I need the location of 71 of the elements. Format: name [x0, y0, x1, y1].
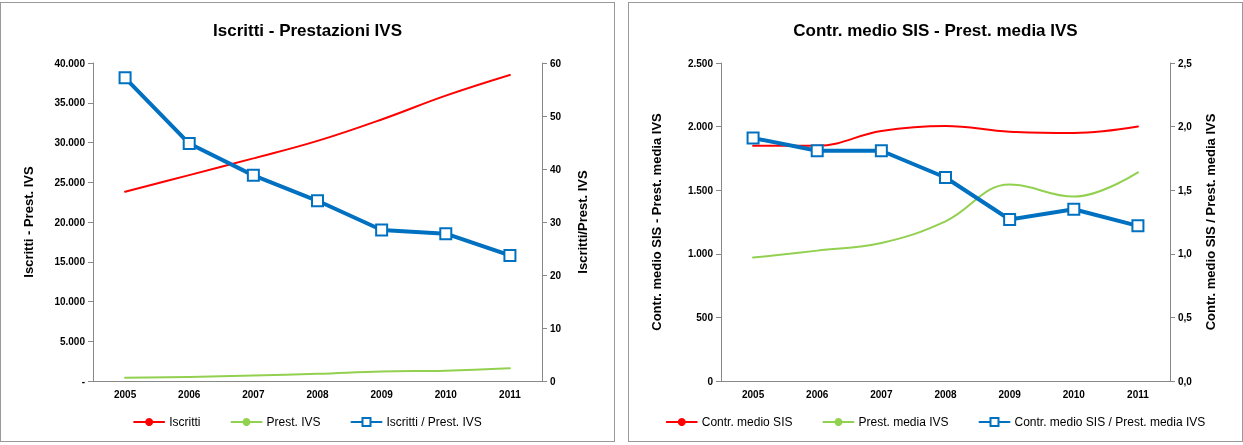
- y-tick-label: 1.000: [687, 248, 714, 260]
- y-tick-label: 15.000: [54, 256, 86, 268]
- y2-axis-title: Iscritti/Prest. IVS: [575, 170, 590, 274]
- legend-label: Contr. medio SIS / Prest. media IVS: [1014, 415, 1206, 429]
- line-series: [124, 367, 511, 379]
- y-tick-label: 2.000: [687, 121, 714, 133]
- x-tick-label: 2005: [741, 388, 765, 400]
- point: [439, 227, 453, 241]
- y-tick-label: 500: [696, 311, 714, 323]
- chart-title: Contr. medio SIS - Prest. media IVS: [793, 21, 1078, 40]
- point: [746, 131, 760, 145]
- line-series: [124, 73, 511, 193]
- point: [375, 223, 389, 237]
- x-tick-label: 2010: [434, 388, 458, 400]
- y-axis-title: Contr. medio SIS - Prest. media IVS: [649, 112, 664, 331]
- point: [810, 144, 824, 158]
- legend-label: Contr. medio SIS: [701, 415, 793, 429]
- y2-tick-label: 0,0: [1178, 375, 1193, 387]
- y2-tick-label: 1,0: [1178, 248, 1193, 260]
- point: [118, 71, 132, 85]
- y-tick-label: 1.500: [687, 184, 714, 196]
- line-series: [752, 171, 1139, 259]
- y2-tick-label: 60: [550, 57, 562, 69]
- point: [311, 194, 324, 208]
- x-tick-label: 2010: [1062, 388, 1086, 400]
- y-tick-label: 30.000: [54, 137, 86, 148]
- y-tick-label: 2.500: [687, 57, 714, 69]
- x-tick-label: 2006: [806, 388, 829, 400]
- x-tick-label: 2011: [1127, 388, 1150, 400]
- legend-label: Prest. media IVS: [858, 415, 949, 429]
- x-tick-label: 2009: [370, 388, 394, 400]
- y2-tick-label: 30: [550, 216, 562, 228]
- point: [939, 170, 952, 184]
- y-tick-label: 35.000: [54, 97, 86, 109]
- y2-tick-label: 2,5: [1178, 57, 1193, 69]
- y2-tick-label: 20: [550, 269, 562, 281]
- y2-tick-label: 0: [550, 375, 556, 387]
- legend-label: Prest. IVS: [266, 415, 321, 429]
- x-tick-label: 2006: [178, 388, 201, 400]
- y-tick-label: 10.000: [54, 296, 86, 307]
- legend-label: Iscritti / Prest. IVS: [386, 415, 482, 429]
- point: [1067, 202, 1081, 216]
- y2-tick-label: 2,0: [1178, 121, 1193, 133]
- y2-tick-label: 40: [550, 163, 562, 175]
- y2-axis-title: Contr. medio SIS / Prest. media IVS: [1203, 113, 1218, 331]
- y-tick-label: -: [81, 375, 85, 387]
- x-tick-label: 2005: [113, 388, 137, 400]
- point: [874, 144, 888, 158]
- point: [182, 137, 196, 151]
- y-axis-title: Iscritti - Prest. IVS: [21, 166, 36, 278]
- x-tick-label: 2009: [998, 388, 1022, 400]
- point: [1003, 212, 1017, 226]
- x-tick-label: 2007: [870, 388, 893, 400]
- y-tick-label: 40.000: [54, 57, 86, 69]
- y-tick-label: 20.000: [54, 216, 86, 228]
- y2-tick-label: 0,5: [1178, 311, 1193, 323]
- y-tick-label: 25.000: [54, 176, 86, 188]
- chart-title: Iscritti - Prestazioni IVS: [213, 21, 402, 40]
- point: [503, 248, 517, 262]
- x-tick-label: 2008: [934, 388, 958, 400]
- y2-tick-label: 10: [550, 322, 562, 334]
- y-tick-label: 5.000: [59, 335, 86, 347]
- y2-tick-label: 1,5: [1178, 184, 1193, 196]
- x-tick-label: 2008: [306, 388, 330, 400]
- y2-tick-label: 50: [550, 110, 562, 122]
- point: [246, 168, 260, 182]
- point: [1131, 219, 1145, 233]
- y-tick-label: 0: [707, 375, 714, 387]
- legend-label: Iscritti: [169, 415, 201, 429]
- x-tick-label: 2011: [499, 388, 522, 400]
- x-tick-label: 2007: [242, 388, 265, 400]
